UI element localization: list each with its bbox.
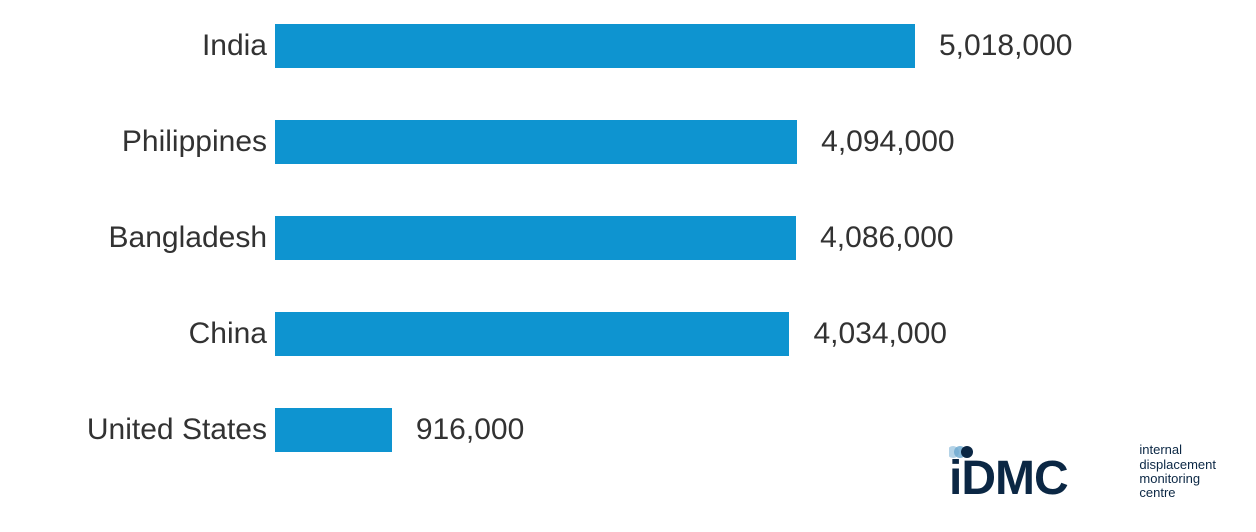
country-label: Bangladesh xyxy=(0,221,275,255)
bar-row: India 5,018,000 xyxy=(0,24,1256,68)
bar-row: Philippines 4,094,000 xyxy=(0,120,1256,164)
bar-area: 4,094,000 xyxy=(275,120,1256,164)
bar xyxy=(275,120,797,164)
bar xyxy=(275,216,796,260)
country-label: United States xyxy=(0,413,275,447)
idmc-logo: iDMC internaldisplacementmonitoringcentre xyxy=(949,442,1216,502)
bar-area: 5,018,000 xyxy=(275,24,1256,68)
value-label: 4,086,000 xyxy=(820,216,953,260)
country-label: China xyxy=(0,317,275,351)
country-label: India xyxy=(0,29,275,63)
bar-area: 4,034,000 xyxy=(275,312,1256,356)
value-label: 4,034,000 xyxy=(813,312,946,356)
bar-area: 4,086,000 xyxy=(275,216,1256,260)
value-label: 916,000 xyxy=(416,408,524,452)
idmc-tagline-line: centre xyxy=(1139,486,1216,500)
bar xyxy=(275,408,392,452)
bar xyxy=(275,312,789,356)
value-label: 5,018,000 xyxy=(939,24,1072,68)
value-label: 4,094,000 xyxy=(821,120,954,164)
idmc-tagline-line: displacement xyxy=(1139,458,1216,472)
bar-row: Bangladesh 4,086,000 xyxy=(0,216,1256,260)
idmc-tagline-line: monitoring xyxy=(1139,472,1216,486)
idmc-logo-text: iDMC xyxy=(949,452,1068,502)
country-label: Philippines xyxy=(0,125,275,159)
idmc-tagline-line: internal xyxy=(1139,443,1216,457)
displacement-bar-chart: India 5,018,000 Philippines 4,094,000 Bangla… xyxy=(0,0,1256,532)
idmc-tagline: internaldisplacementmonitoringcentre xyxy=(1139,443,1216,500)
idmc-logo-mark: iDMC xyxy=(949,442,1129,502)
bar xyxy=(275,24,915,68)
bar-row: China 4,034,000 xyxy=(0,312,1256,356)
